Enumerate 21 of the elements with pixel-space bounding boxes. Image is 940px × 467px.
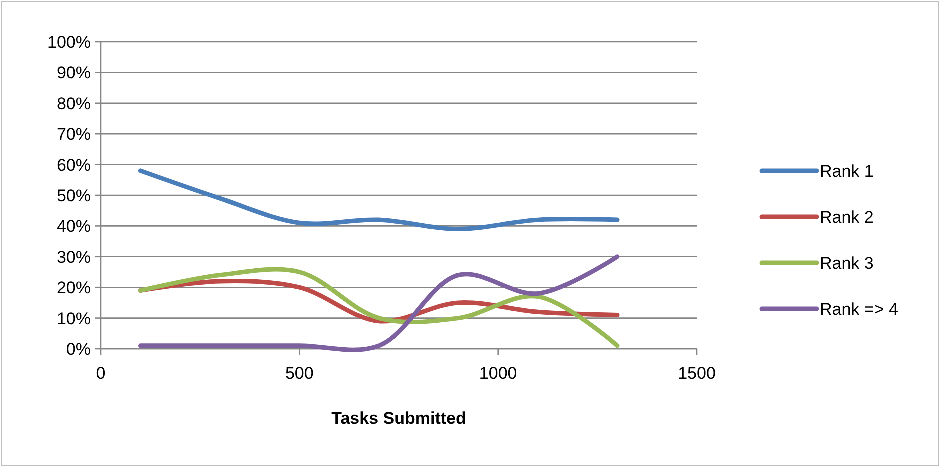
x-axis-title: Tasks Submitted [332,409,466,428]
x-tick-label: 0 [96,364,106,383]
legend-label: Rank 2 [820,208,874,227]
y-tick-label: 90% [56,64,91,83]
y-tick-label: 80% [56,94,91,114]
y-tick-label: 0% [66,340,91,359]
y-tick-label: 20% [56,278,91,298]
x-tick-label: 500 [285,364,314,383]
y-tick-label: 30% [56,248,91,267]
y-tick-label: 100% [48,32,91,52]
y-tick-label: 60% [56,156,91,175]
x-tick-label: 1500 [678,364,716,383]
line-series [138,168,620,232]
legend-label: Rank => 4 [820,300,898,319]
x-tick-label: 1000 [479,364,518,383]
y-tick-label: 10% [56,309,91,328]
y-tick-label: 40% [56,217,91,236]
legend-label: Rank 1 [820,162,874,181]
legend-label: Rank 3 [820,254,874,273]
y-tick-label: 70% [56,125,91,144]
y-tick-label: 50% [56,186,91,206]
